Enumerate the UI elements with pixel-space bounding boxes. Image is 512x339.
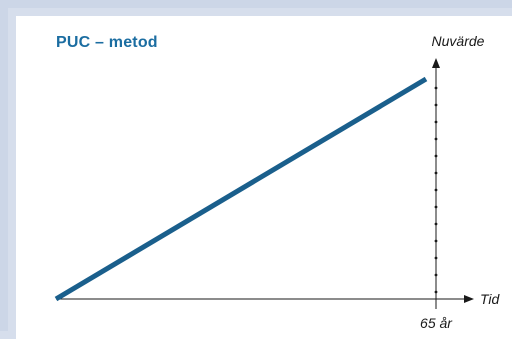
axis-dot: [434, 171, 438, 175]
chart-title: PUC – metod: [56, 34, 158, 51]
chart-svg: Nuvärde Tid 65 år: [54, 33, 501, 331]
chart-panel: PUC – metod Nuvärde Tid 65 år: [16, 16, 512, 339]
axis-dots: [434, 86, 438, 294]
chart-frame: PUC – metod Nuvärde Tid 65 år: [16, 16, 512, 339]
arrow-up-icon: [432, 58, 440, 68]
axis-dot: [434, 154, 438, 158]
axis-dot: [434, 239, 438, 243]
series-line: [54, 76, 428, 302]
axis-dot: [434, 137, 438, 141]
arrow-right-icon: [464, 295, 474, 303]
axis-dot: [434, 103, 438, 107]
axis-dot: [434, 188, 438, 192]
axis-dot: [434, 273, 438, 277]
axis-dot: [434, 205, 438, 209]
y-axis-label: Nuvärde: [432, 33, 485, 49]
axis-dot: [434, 120, 438, 124]
axis-dot: [434, 86, 438, 90]
x-axis-label: Tid: [480, 291, 501, 307]
axis-dot: [434, 222, 438, 226]
axis-dot: [434, 256, 438, 260]
axis-dot: [434, 290, 438, 294]
x-tick-label: 65 år: [420, 315, 453, 331]
